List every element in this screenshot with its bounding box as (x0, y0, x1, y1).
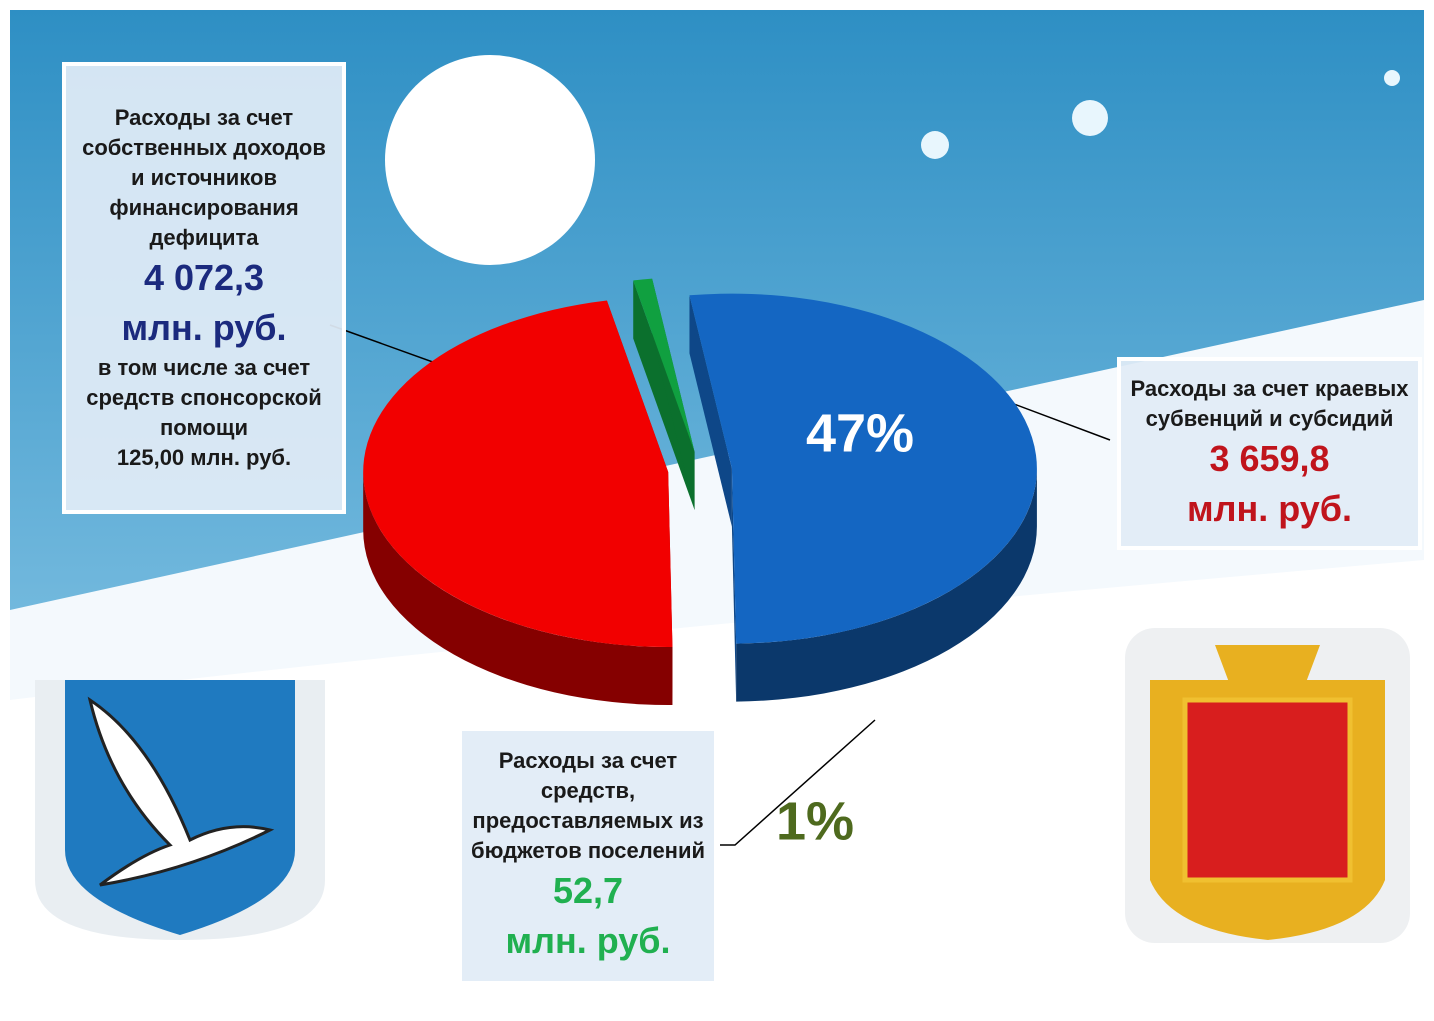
snowball (1072, 100, 1108, 136)
label-box: Расходы за счет средств, предоставляемых… (458, 727, 718, 985)
pie: 52%47%1% (363, 278, 1037, 851)
sponsor-note: в том числе за счет средств спонсорской … (86, 355, 322, 440)
value-label: 1% (776, 791, 854, 851)
unit: млн. руб. (1186, 487, 1353, 529)
unit: млн. руб. (121, 307, 287, 348)
moon (385, 55, 595, 265)
pie-slice-face (633, 280, 695, 510)
amount: 52,7 (552, 870, 624, 911)
snowball (1384, 70, 1400, 86)
pie-slice-face (731, 468, 737, 702)
category-label: Расходы за счет краевых субвенций и субс… (1130, 375, 1409, 431)
unit: млн. руб. (505, 920, 671, 961)
label-box: Расходы за счет собственных доходов и ис… (62, 62, 346, 514)
label-box: Расходы за счет краевых субвенций и субс… (1117, 357, 1422, 550)
category-label: Расходы за счет средств, предоставляемых… (470, 748, 706, 863)
amount: 4 072,3 (143, 257, 265, 298)
leader-line (720, 719, 876, 846)
category-label: Расходы за счет собственных доходов и ис… (82, 105, 326, 250)
emblem-crown (1215, 645, 1320, 685)
pie-slice (689, 293, 1037, 644)
amount: 3 659,8 (1209, 437, 1330, 479)
emblem-shield (1182, 697, 1353, 883)
pie-slice (363, 300, 673, 647)
pie-slice-rim (363, 471, 673, 705)
pie-slice-face (689, 295, 732, 527)
pie-slice-rim (736, 468, 1037, 702)
sponsor-amount: 125,00 млн. руб. (116, 445, 292, 470)
snowball (921, 131, 949, 159)
pie-slice (633, 278, 695, 452)
emblem-bird (87, 696, 275, 887)
value-label: 47% (806, 403, 914, 463)
